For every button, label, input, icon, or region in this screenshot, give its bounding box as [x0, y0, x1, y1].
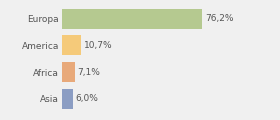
Bar	[62, 89, 73, 109]
Text: 10,7%: 10,7%	[84, 41, 113, 50]
Text: 7,1%: 7,1%	[78, 68, 100, 77]
Bar	[62, 9, 202, 29]
Bar	[62, 62, 75, 82]
Text: 76,2%: 76,2%	[205, 14, 234, 23]
Text: 6,0%: 6,0%	[76, 94, 98, 103]
Bar	[62, 35, 81, 55]
